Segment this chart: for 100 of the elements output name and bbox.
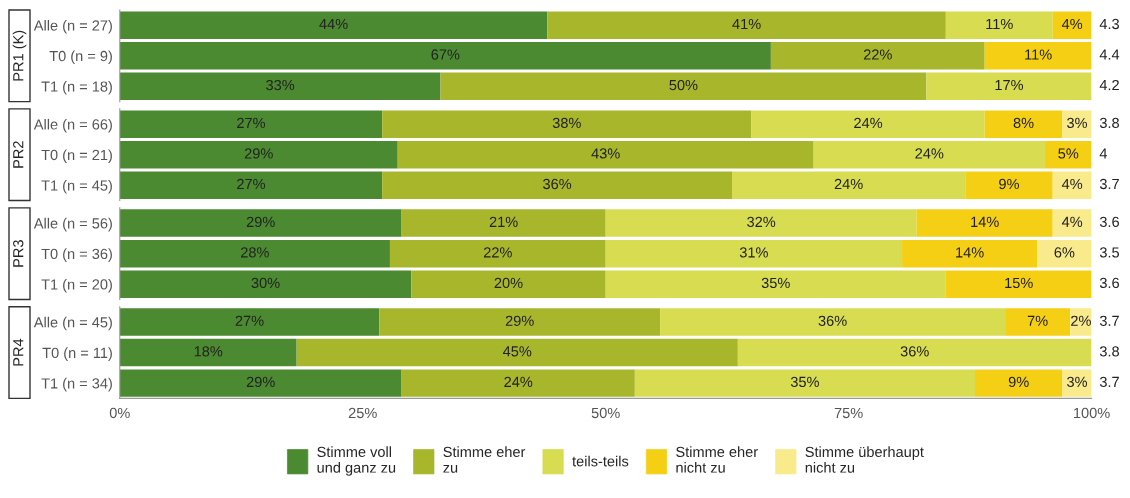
bar	[382, 171, 733, 199]
text: 3.8	[1099, 346, 1119, 357]
text: 4	[1099, 148, 1108, 159]
data-label: 22%	[483, 247, 512, 258]
bar	[119, 209, 402, 237]
y-tick-label: Alle (n = 27)	[33, 19, 112, 34]
bar	[965, 171, 1053, 199]
bar	[926, 72, 1092, 101]
data-label: 3%	[1067, 376, 1088, 388]
bar	[119, 239, 390, 268]
data-label: 11%	[986, 18, 1013, 30]
bar	[1044, 140, 1092, 169]
text: 3.8	[1099, 117, 1119, 129]
data-label: 29%	[505, 315, 534, 326]
data-label: 15%	[1005, 277, 1033, 289]
data-label: 21%	[489, 216, 518, 227]
data-label: 35%	[790, 376, 819, 388]
text: 3.7	[1099, 315, 1119, 326]
legend-label: Stimme eher nicht zu	[676, 446, 758, 473]
text: 4.4	[1099, 49, 1120, 60]
bar	[119, 42, 771, 70]
data-label: 6%	[1054, 247, 1075, 258]
bar	[119, 171, 383, 199]
data-label: 7%	[1027, 315, 1048, 326]
data-label: 32%	[747, 216, 776, 228]
bar	[945, 11, 1053, 39]
bar	[389, 239, 606, 268]
data-label: 24%	[834, 178, 863, 190]
data-label: 38%	[552, 117, 581, 129]
x-tick-label: 50%	[591, 407, 620, 419]
data-label: 44%	[319, 18, 348, 30]
data-label: 29%	[244, 148, 273, 159]
data-label: 4%	[1061, 216, 1083, 227]
text: PR3	[13, 240, 24, 267]
bar	[770, 42, 985, 70]
bar	[984, 110, 1063, 138]
bar	[945, 270, 1092, 298]
data-label: 24%	[854, 117, 883, 129]
data-label: 3%	[1067, 117, 1088, 129]
data-label: 24%	[915, 148, 944, 159]
data-label: 5%	[1058, 148, 1079, 159]
bar	[1062, 110, 1092, 138]
data-label: 20%	[494, 277, 523, 289]
bar	[732, 171, 966, 199]
data-label: 30%	[251, 277, 280, 289]
x-tick-label: 0%	[109, 407, 130, 419]
bar	[605, 209, 917, 237]
bar	[401, 369, 635, 397]
bar	[984, 42, 1092, 70]
data-label: 9%	[1008, 376, 1029, 388]
data-label: 33%	[266, 79, 295, 91]
data-label: 50%	[669, 79, 698, 91]
bar	[737, 338, 1092, 367]
legend-label: teils-teils	[572, 455, 629, 467]
data-label: 22%	[863, 49, 892, 60]
bar	[1062, 369, 1092, 397]
text: PR4	[13, 338, 24, 366]
data-label: 67%	[431, 49, 460, 60]
bar	[902, 239, 1038, 268]
bar	[547, 11, 946, 39]
bar	[440, 72, 927, 101]
data-label: 18%	[194, 346, 223, 357]
text: 3.6	[1099, 216, 1119, 228]
y-tick-label: T1 (n = 34)	[41, 377, 112, 392]
data-label: 27%	[237, 117, 266, 129]
y-tick-label: Alle (n = 56)	[33, 217, 112, 232]
text: 4.2	[1099, 79, 1119, 91]
bar	[379, 308, 661, 336]
data-label: 27%	[237, 178, 266, 190]
bar	[660, 308, 1006, 336]
y-tick-label: T1 (n = 18)	[41, 81, 112, 95]
bar	[605, 270, 946, 298]
data-label: 4%	[1061, 178, 1083, 190]
bar	[605, 239, 903, 268]
text: PR1 (K)	[12, 30, 27, 81]
y-tick-label: Alle (n = 66)	[33, 118, 112, 133]
x-tick-label: 25%	[348, 407, 377, 419]
data-label: 11%	[1025, 49, 1052, 60]
y-tick-label: Alle (n = 45)	[33, 316, 112, 331]
data-label: 2%	[1071, 315, 1091, 326]
y-tick-label: T0 (n = 36)	[41, 248, 112, 262]
data-label: 4%	[1061, 18, 1083, 30]
bar	[119, 72, 441, 101]
bar	[119, 270, 412, 298]
bar	[382, 110, 752, 138]
bar	[1005, 308, 1071, 336]
text: 3.6	[1099, 277, 1119, 289]
bar	[751, 110, 985, 138]
data-label: 36%	[900, 346, 929, 357]
bar	[813, 140, 1045, 169]
bar	[296, 338, 738, 367]
y-tick-label: T0 (n = 21)	[41, 149, 112, 164]
bar	[119, 140, 398, 169]
bar	[411, 270, 606, 298]
data-label: 45%	[502, 346, 532, 357]
legend-label: Stimme voll und ganz zu	[317, 446, 396, 476]
text: 3.5	[1099, 247, 1120, 258]
bar	[119, 110, 383, 138]
text: 3.7	[1099, 178, 1119, 190]
data-label: 9%	[999, 178, 1019, 190]
